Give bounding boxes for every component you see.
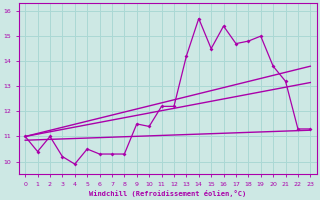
X-axis label: Windchill (Refroidissement éolien,°C): Windchill (Refroidissement éolien,°C) bbox=[89, 190, 246, 197]
